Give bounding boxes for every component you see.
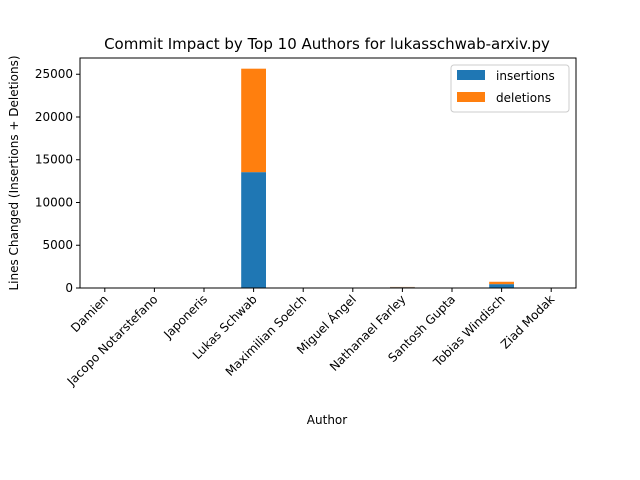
legend: insertions deletions — [450, 64, 570, 113]
y-axis-label: Lines Changed (Insertions + Deletions) — [7, 55, 21, 290]
bar-deletions-lukas-schwab — [241, 68, 266, 173]
y-tick-label: 15000 — [35, 153, 73, 167]
bar-insertions-lukas-schwab — [241, 172, 266, 288]
legend-label-deletions: deletions — [496, 91, 551, 105]
x-tick-label-damien: Damien — [68, 292, 111, 335]
x-axis-label: Author — [307, 413, 347, 427]
chart-title: Commit Impact by Top 10 Authors for luka… — [104, 35, 550, 53]
legend-swatch-insertions — [457, 70, 485, 80]
y-tick-label: 5000 — [42, 238, 73, 252]
y-tick-label: 0 — [65, 281, 73, 295]
y-tick-label: 20000 — [35, 110, 73, 124]
x-tick-label-jacopo-notarstefano: Jacopo Notarstefano — [64, 292, 161, 389]
y-tick-label: 25000 — [35, 67, 73, 81]
y-tick-label: 10000 — [35, 195, 73, 209]
bar-deletions-tobias-windisch — [489, 281, 514, 285]
legend-label-insertions: insertions — [496, 69, 555, 83]
x-tick-label-japoneris: Japoneris — [160, 292, 210, 342]
plot-frame — [79, 57, 577, 289]
bar-insertions-tobias-windisch — [489, 284, 514, 288]
x-tick-label-ziad-modak: Ziad Modak — [498, 292, 557, 351]
bars-group — [92, 68, 564, 288]
legend-swatch-deletions — [457, 92, 485, 102]
y-axis: 0 5000 10000 15000 20000 25000 — [35, 67, 80, 295]
